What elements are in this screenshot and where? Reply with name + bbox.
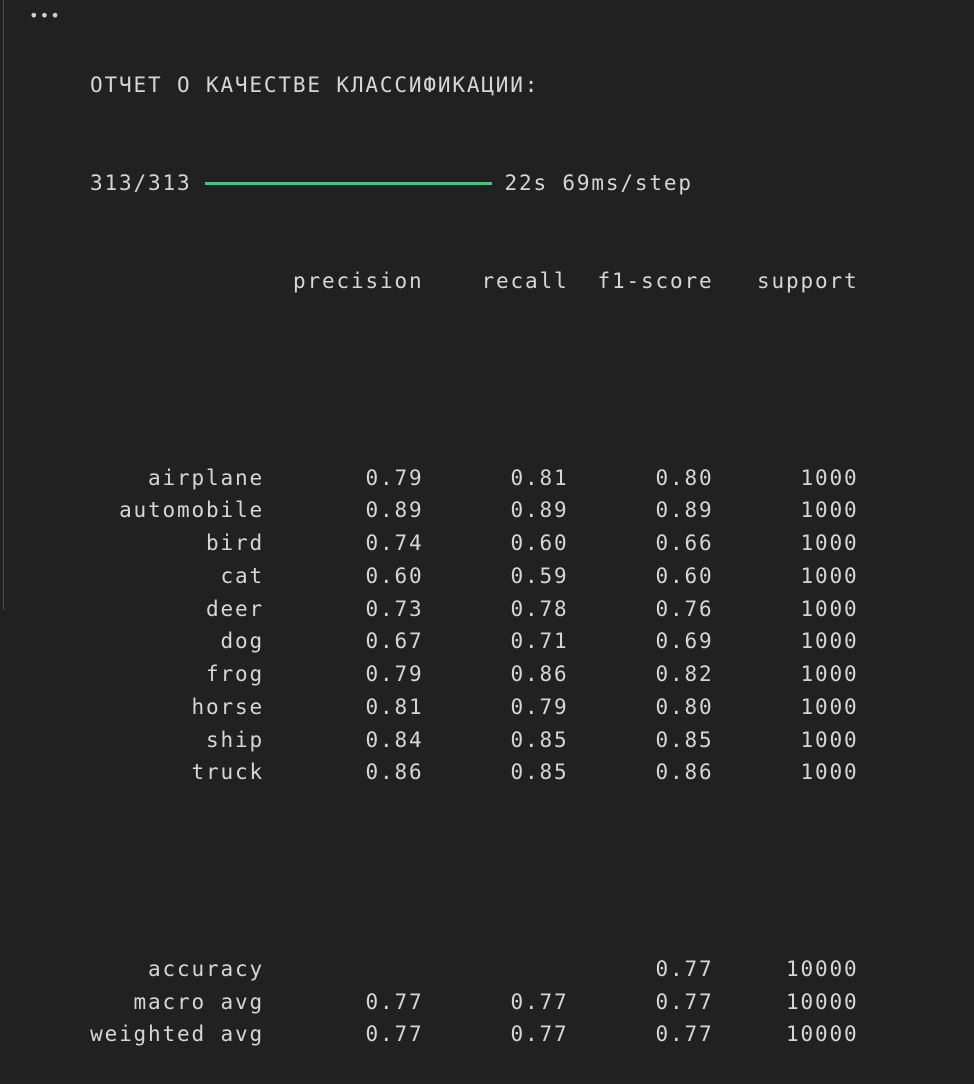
table-row: horse 0.81 0.79 0.80 1000 <box>90 691 859 724</box>
recall-cell: 0.85 <box>510 727 569 752</box>
table-row: ship 0.84 0.85 0.85 1000 <box>90 724 859 757</box>
header-4: support <box>757 269 859 293</box>
table-row: truck 0.86 0.85 0.86 1000 <box>90 756 859 789</box>
row-label: accuracy <box>148 956 264 981</box>
precision-cell: 0.79 <box>365 465 424 490</box>
support-cell: 1000 <box>800 563 859 588</box>
support-cell: 10000 <box>786 1022 859 1047</box>
f1-score-cell: 0.86 <box>655 760 714 785</box>
precision-cell: 0.89 <box>365 498 424 523</box>
row-label: bird <box>206 531 264 555</box>
table-row: frog 0.79 0.86 0.82 1000 <box>90 658 859 691</box>
recall-cell: 0.77 <box>510 989 569 1014</box>
precision-cell: 0.77 <box>365 989 424 1014</box>
recall-cell: 0.81 <box>510 465 569 490</box>
row-label: horse <box>191 694 264 719</box>
support-cell: 1000 <box>800 727 859 752</box>
support-cell: 1000 <box>800 498 859 523</box>
f1-score-cell: 0.69 <box>655 629 714 654</box>
summary-row: weighted avg 0.77 0.77 0.77 10000 <box>90 1018 859 1051</box>
support-cell: 1000 <box>800 662 859 686</box>
recall-cell: 0.89 <box>510 498 569 523</box>
f1-score-cell: 0.66 <box>655 531 714 555</box>
recall-cell: 0.59 <box>510 563 569 588</box>
progress-line: 313/313 22s 69ms/step <box>90 167 859 200</box>
precision-cell: 0.74 <box>365 531 424 555</box>
report-title: ОТЧЕТ О КАЧЕСТВЕ КЛАССИФИКАЦИИ: <box>90 72 540 97</box>
summary-rows: accuracy 0.77 10000 macro avg 0.77 0.77 0.77 10… <box>90 953 859 1051</box>
precision-cell: 0.81 <box>365 694 424 719</box>
table-row: automobile 0.89 0.89 0.89 1000 <box>90 494 859 527</box>
progress-timing: 22s 69ms/step <box>504 170 693 195</box>
f1-score-cell: 0.77 <box>655 1022 714 1047</box>
cell-output-border <box>3 0 4 610</box>
recall-cell: 0.86 <box>510 662 569 686</box>
recall-cell: 0.79 <box>510 694 569 719</box>
recall-cell: 0.71 <box>510 629 569 654</box>
support-cell: 1000 <box>800 596 859 621</box>
support-cell: 1000 <box>800 629 859 654</box>
header-3: f1-score <box>597 269 714 293</box>
summary-row: macro avg 0.77 0.77 0.77 10000 <box>90 986 859 1019</box>
report-header: precision recall f1-score support <box>90 265 859 298</box>
support-cell: 1000 <box>800 694 859 719</box>
f1-score-cell: 0.89 <box>655 498 714 523</box>
blank-line <box>90 855 859 888</box>
row-label: weighted avg <box>90 1022 264 1047</box>
progress-bar <box>205 181 493 185</box>
f1-score-cell: 0.80 <box>655 465 714 490</box>
table-row: cat 0.60 0.59 0.60 1000 <box>90 560 859 593</box>
row-label: ship <box>206 727 264 752</box>
recall-cell: 0.78 <box>510 596 569 621</box>
precision-cell: 0.67 <box>365 629 424 654</box>
precision-cell: 0.86 <box>365 760 424 785</box>
precision-cell: 0.77 <box>365 1022 424 1047</box>
blank-line <box>90 363 859 396</box>
recall-cell: 0.60 <box>510 531 569 555</box>
support-cell: 1000 <box>800 531 859 555</box>
header-2: recall <box>481 269 569 293</box>
precision-cell: 0.79 <box>365 662 424 686</box>
table-row: deer 0.73 0.78 0.76 1000 <box>90 593 859 626</box>
f1-score-cell: 0.85 <box>655 727 714 752</box>
table-row: bird 0.74 0.60 0.66 1000 <box>90 527 859 560</box>
f1-score-cell: 0.60 <box>655 563 714 588</box>
class-rows: airplane 0.79 0.81 0.80 1000 automobile 0.89 0.… <box>90 462 859 790</box>
f1-score-cell: 0.76 <box>655 596 714 621</box>
row-label: truck <box>191 760 264 785</box>
row-label: frog <box>206 662 264 686</box>
header-1: precision <box>293 269 424 293</box>
row-label: automobile <box>119 498 264 523</box>
support-cell: 10000 <box>786 989 859 1014</box>
ellipsis-icon[interactable]: ••• <box>29 6 61 25</box>
precision-cell: 0.73 <box>365 596 424 621</box>
row-label: cat <box>220 563 264 588</box>
support-cell: 1000 <box>800 465 859 490</box>
precision-cell: 0.60 <box>365 563 424 588</box>
row-label: airplane <box>148 465 264 490</box>
support-cell: 1000 <box>800 760 859 785</box>
summary-row: accuracy 0.77 10000 <box>90 953 859 986</box>
table-row: dog 0.67 0.71 0.69 1000 <box>90 625 859 658</box>
recall-cell: 0.77 <box>510 1022 569 1047</box>
f1-score-cell: 0.77 <box>655 989 714 1014</box>
cell-output: ОТЧЕТ О КАЧЕСТВЕ КЛАССИФИКАЦИИ: 313/313 2… <box>90 3 859 1084</box>
precision-cell: 0.84 <box>365 727 424 752</box>
progress-steps: 313/313 <box>90 170 192 195</box>
row-label: macro avg <box>133 989 264 1014</box>
f1-score-cell: 0.80 <box>655 694 714 719</box>
f1-score-cell: 0.77 <box>655 956 714 981</box>
support-cell: 10000 <box>786 956 859 981</box>
f1-score-cell: 0.82 <box>655 662 714 686</box>
table-row: airplane 0.79 0.81 0.80 1000 <box>90 462 859 495</box>
row-label: deer <box>206 596 264 621</box>
row-label: dog <box>220 629 264 654</box>
recall-cell: 0.85 <box>510 760 569 785</box>
